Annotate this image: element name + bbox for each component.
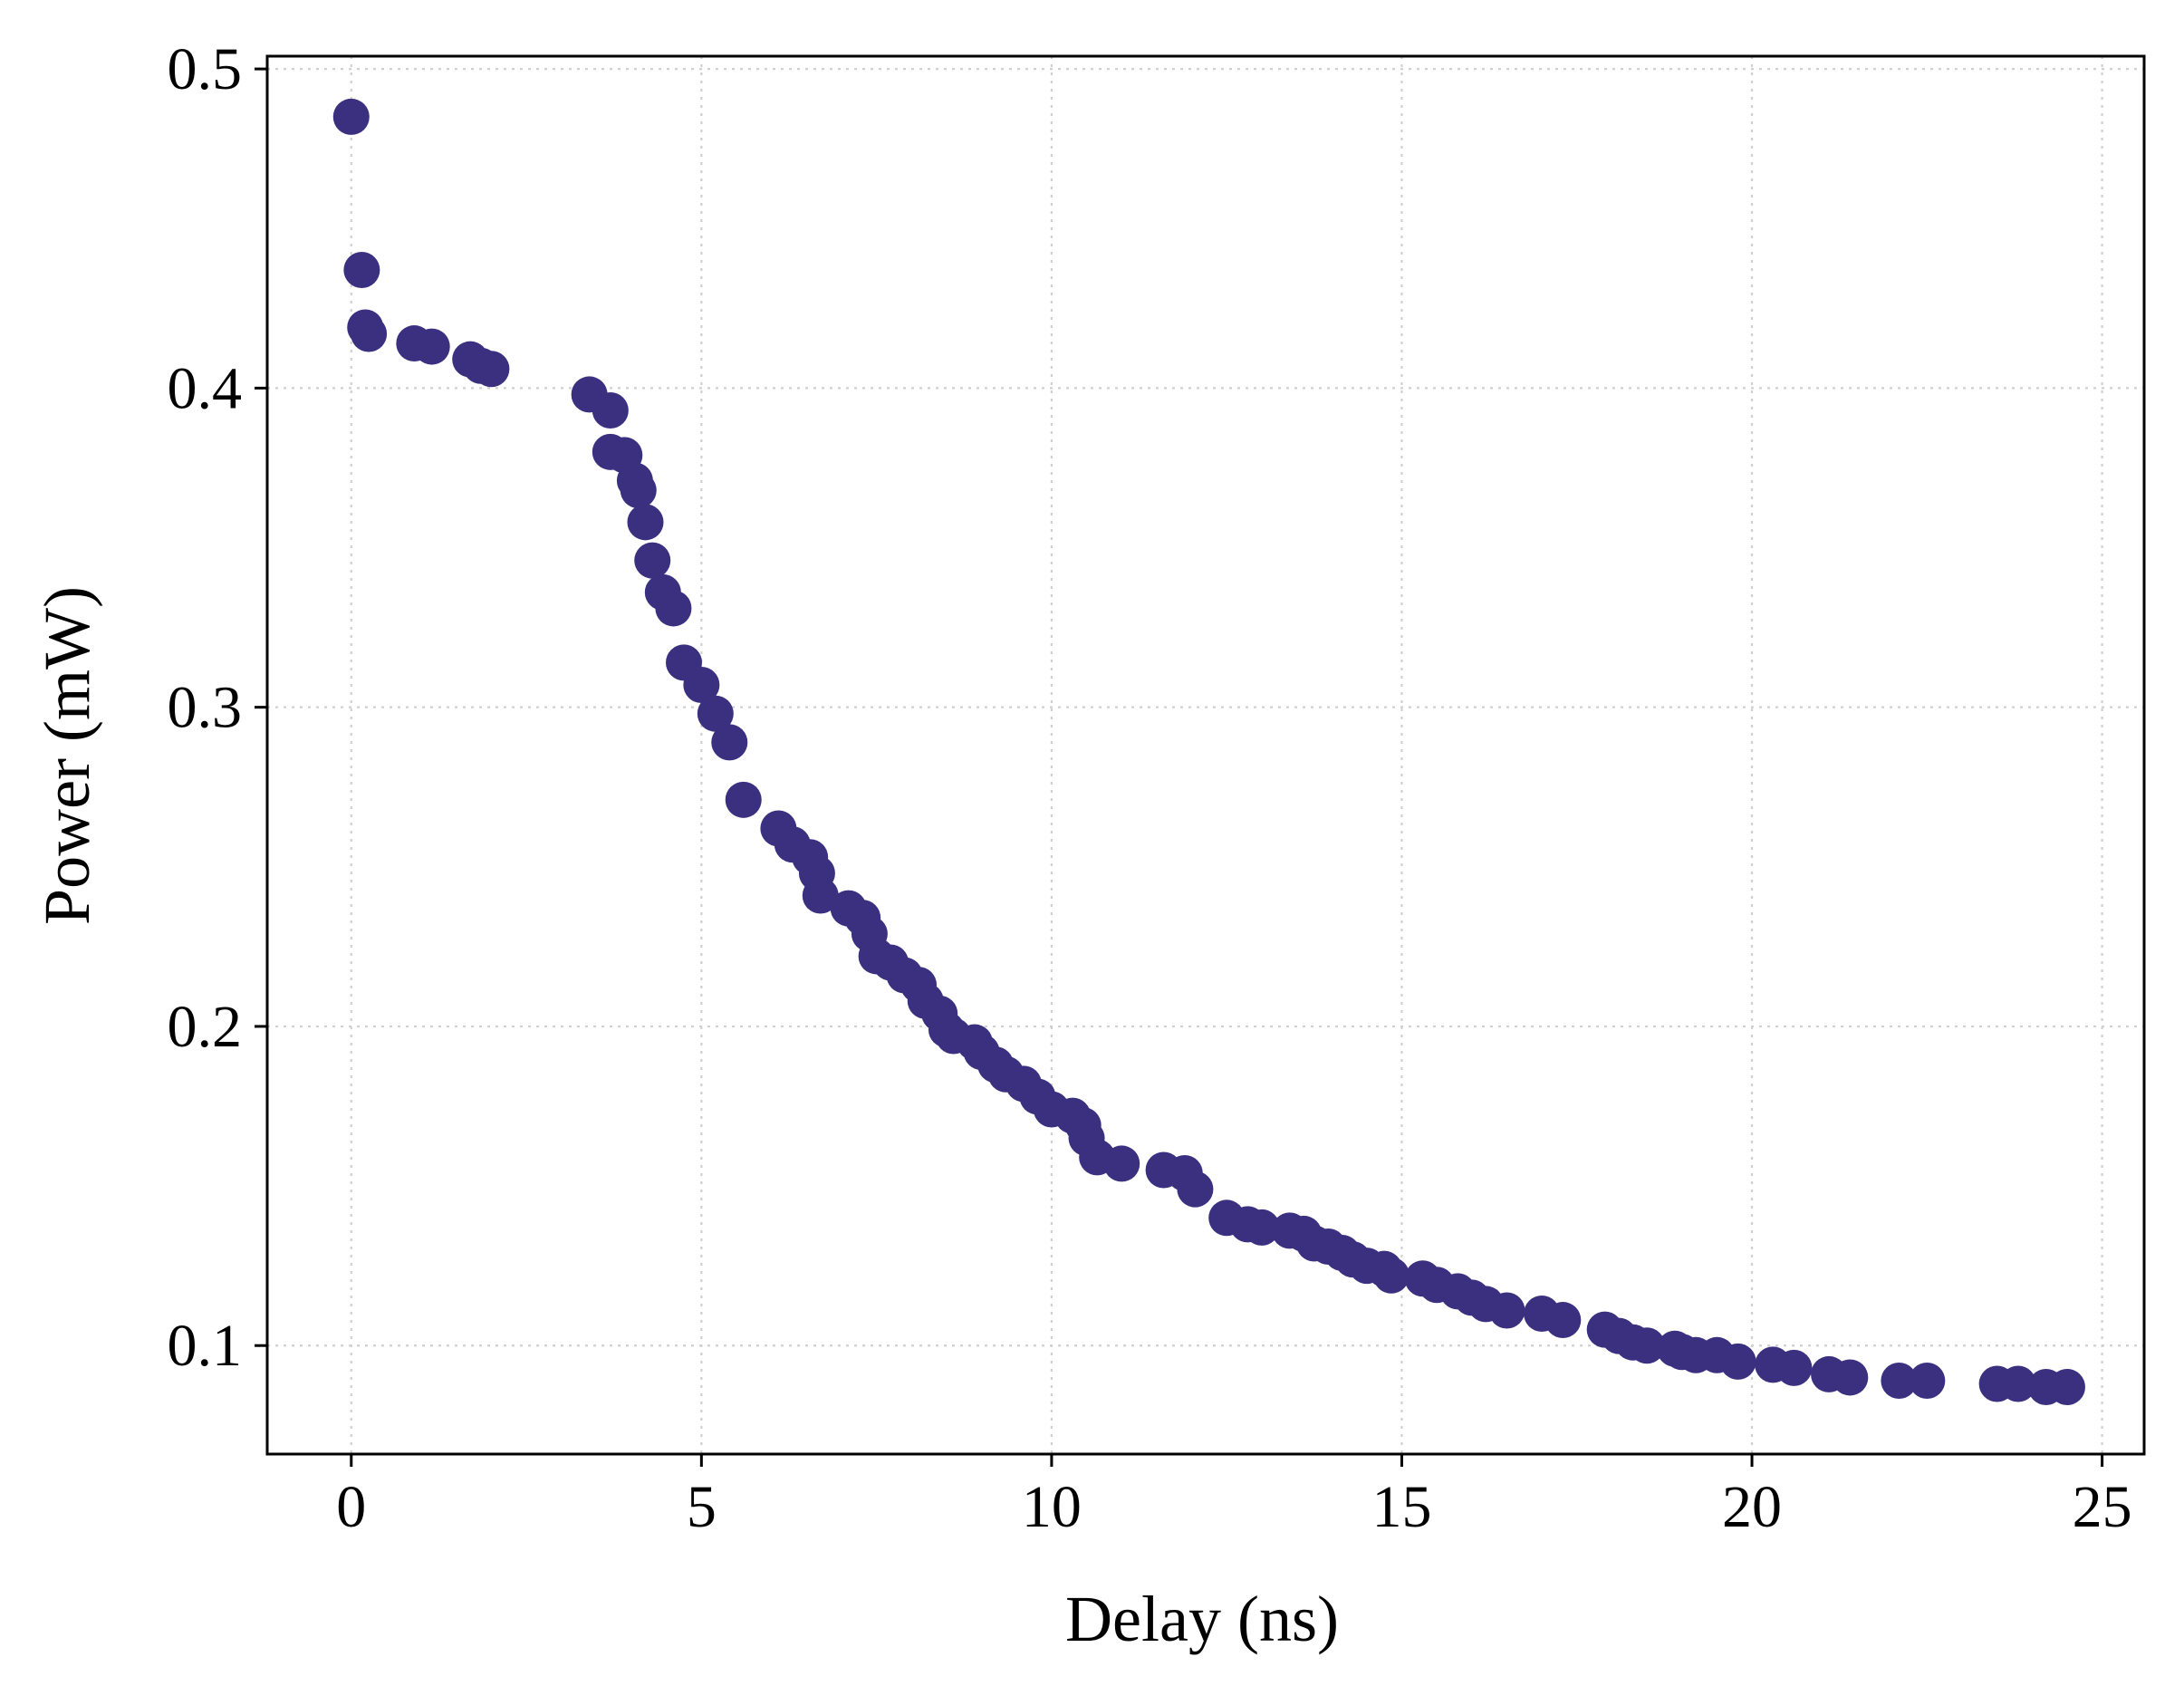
x-tick-label: 25 <box>2073 1474 2132 1540</box>
x-axis-title: Delay (ns) <box>1065 1583 1339 1655</box>
y-axis-ticks: 0.1 0.2 0.3 0.4 0.5 <box>168 36 267 1379</box>
data-point <box>343 252 380 289</box>
gridlines <box>267 56 2144 1454</box>
data-point <box>1629 1327 1666 1364</box>
data-point <box>697 695 734 732</box>
data-point <box>1832 1359 1869 1396</box>
y-tick-label: 0.2 <box>168 994 243 1060</box>
data-point <box>802 877 839 914</box>
data-point <box>413 328 450 365</box>
data-point <box>2048 1369 2085 1406</box>
y-tick-label: 0.1 <box>168 1313 243 1379</box>
y-tick-label: 0.3 <box>168 675 243 741</box>
data-point <box>655 590 692 627</box>
data-point <box>725 781 762 818</box>
x-axis-ticks: 0 5 10 15 20 25 <box>336 1454 2132 1540</box>
data-point <box>634 542 671 579</box>
y-axis-title: Power (mW) <box>31 586 103 925</box>
plot-frame <box>265 54 2146 1456</box>
data-point <box>351 315 388 352</box>
data-point <box>1881 1362 1918 1399</box>
data-point <box>473 351 510 388</box>
data-point <box>1775 1349 1813 1386</box>
data-point <box>620 472 657 509</box>
data-point <box>592 392 629 429</box>
data-point <box>1243 1209 1280 1246</box>
data-point <box>1999 1365 2036 1402</box>
data-point <box>711 724 748 761</box>
data-points <box>332 98 2085 1406</box>
x-tick-label: 20 <box>1722 1474 1782 1540</box>
data-point <box>683 666 720 703</box>
data-point <box>1544 1302 1582 1339</box>
y-tick-label: 0.5 <box>168 36 243 102</box>
x-tick-label: 5 <box>687 1474 717 1540</box>
data-point <box>1909 1362 1946 1399</box>
data-point <box>627 504 664 541</box>
x-tick-label: 0 <box>336 1474 366 1540</box>
y-tick-label: 0.4 <box>168 355 243 421</box>
data-point <box>1372 1257 1409 1294</box>
data-point <box>1488 1292 1525 1329</box>
data-point <box>1719 1343 1756 1380</box>
data-point <box>332 98 370 135</box>
x-tick-label: 15 <box>1371 1474 1431 1540</box>
data-point <box>1103 1145 1140 1182</box>
x-tick-label: 10 <box>1022 1474 1082 1540</box>
data-point <box>1177 1171 1214 1208</box>
